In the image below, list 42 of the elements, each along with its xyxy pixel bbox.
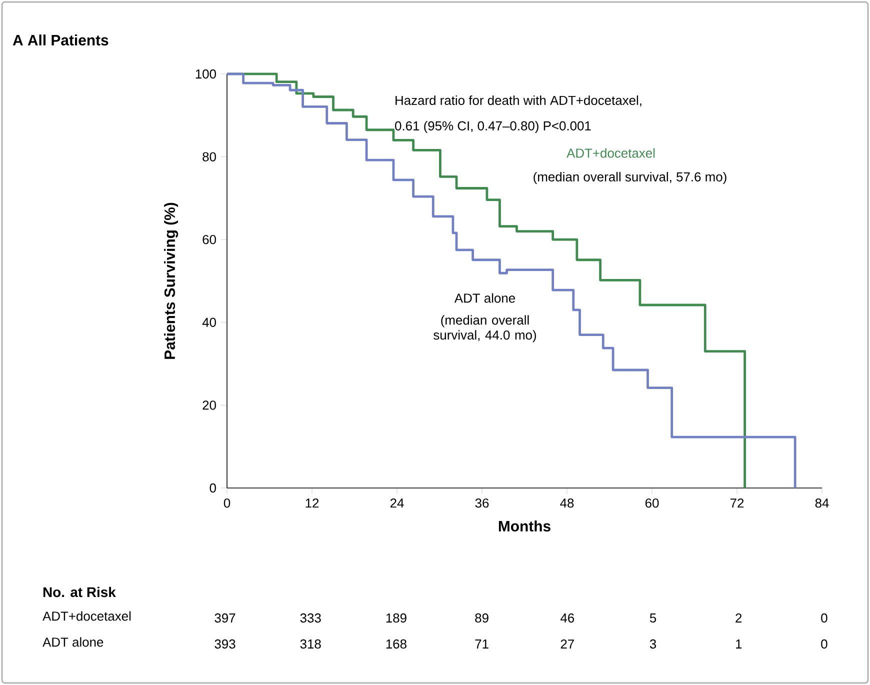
series-label: ADT alone [454, 293, 516, 303]
y-tick-label: 60 [202, 234, 216, 244]
text: 393 [214, 639, 236, 649]
text: 318 [300, 639, 321, 649]
annotation: Hazard ratio for death with ADT+docetaxel, [396, 95, 642, 107]
y-tick-label: 100 [196, 69, 216, 79]
text: 27 [560, 639, 574, 649]
x-tick-label: 24 [390, 498, 404, 508]
annotation: (median overall survival, 57.6 mo) [534, 172, 726, 184]
x-tick-label: 48 [560, 498, 574, 508]
x-tick-label: 60 [645, 498, 659, 508]
text: 168 [386, 639, 406, 649]
text: 189 [386, 613, 406, 623]
y-axis-title: Patients Surviving (%) [164, 202, 178, 359]
text: 333 [300, 613, 321, 623]
text: 5 [650, 613, 656, 622]
text: No. at Risk [43, 586, 116, 598]
text: 2 [736, 613, 742, 623]
x-tick-label: 72 [730, 498, 744, 508]
annotation: 0.61 (95% CI, 0.47–0.80) P<0.001 [395, 120, 591, 134]
x-tick-label: 84 [815, 498, 829, 508]
annotation: (median overall survival, 44.0 mo) [434, 315, 536, 342]
text: 1 [736, 640, 742, 648]
y-tick-label: 40 [202, 318, 216, 327]
text: 89 [475, 613, 488, 623]
text: 71 [475, 640, 488, 648]
y-tick-label: 20 [202, 400, 216, 410]
text: 3 [650, 639, 656, 649]
text: ADT+docetaxel [566, 148, 655, 158]
y-tick-label: 0 [210, 483, 216, 493]
text: ADT alone [42, 637, 104, 647]
text: 0 [821, 613, 828, 623]
text: 0 [821, 639, 828, 649]
x-tick-label: 36 [475, 498, 489, 508]
text: ADT+docetaxel [42, 611, 131, 621]
text: A All Patients [12, 34, 108, 46]
text: 397 [214, 613, 236, 623]
x-tick-label: 0 [224, 498, 230, 508]
x-axis-title: Months [498, 520, 550, 532]
x-tick-label: 12 [306, 498, 319, 508]
text: 46 [560, 613, 574, 623]
y-tick-label: 80 [202, 152, 216, 162]
